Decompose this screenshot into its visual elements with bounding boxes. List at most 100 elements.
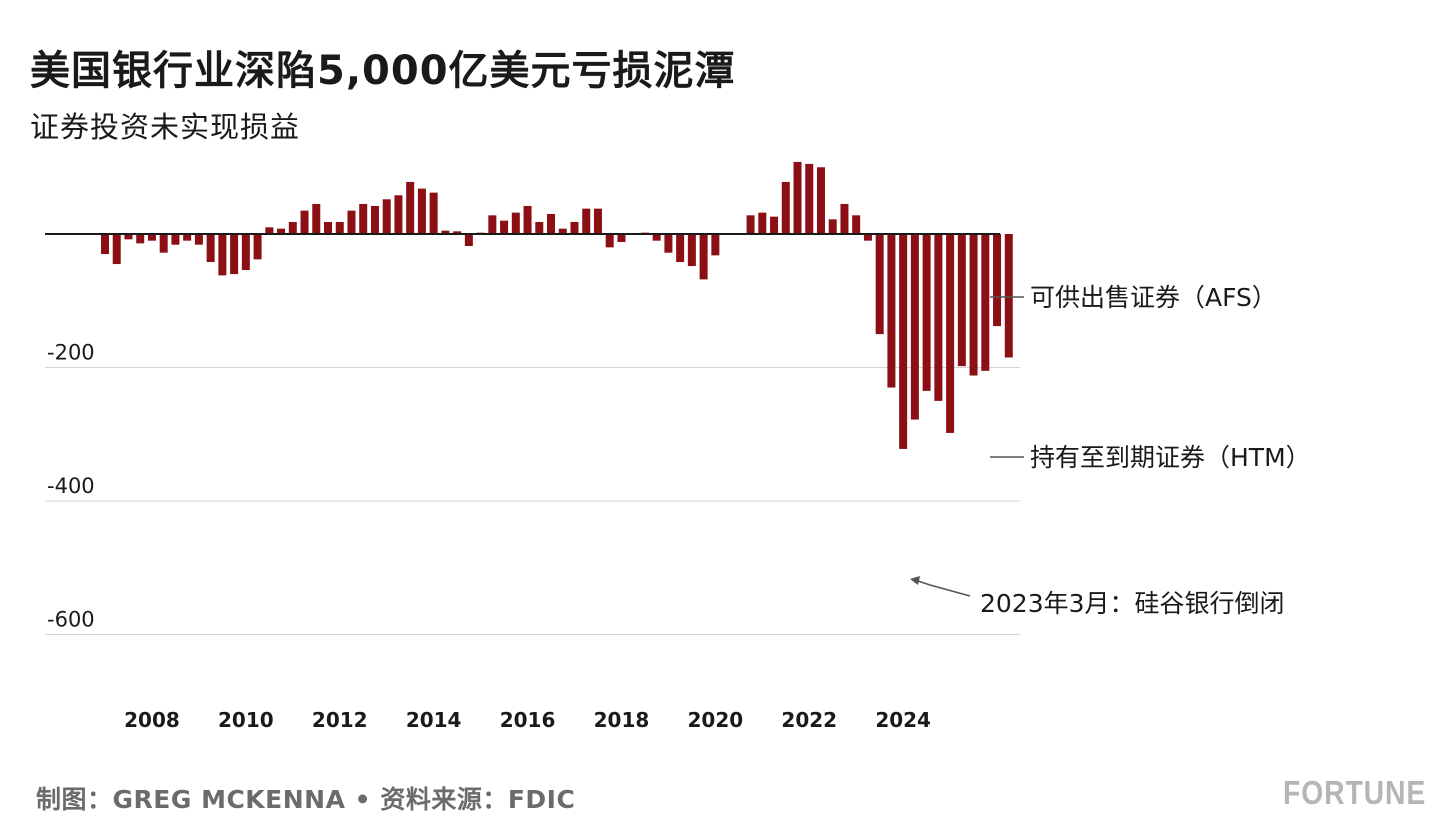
chart-title: 美国银行业深陷5,000亿美元亏损泥潭 xyxy=(30,48,736,94)
x-tick-label: 2022 xyxy=(781,708,837,732)
bar-afs xyxy=(816,167,825,234)
bar xyxy=(159,234,168,253)
x-tick-label: 2016 xyxy=(500,708,556,732)
bar-afs xyxy=(230,234,239,275)
bar-afs xyxy=(617,234,626,243)
bar-afs xyxy=(946,234,955,433)
bar xyxy=(253,234,262,260)
bar-afs xyxy=(206,234,215,263)
bar-afs xyxy=(112,234,121,265)
bar-afs xyxy=(570,221,579,234)
bar-afs xyxy=(664,234,673,253)
bar xyxy=(652,234,661,241)
x-tick-label: 2024 xyxy=(875,708,931,732)
bar-afs xyxy=(863,234,872,241)
bar-afs xyxy=(605,234,614,248)
bar-afs xyxy=(382,199,391,234)
bar xyxy=(617,234,626,243)
bar xyxy=(781,181,790,234)
bar-afs xyxy=(969,234,978,376)
bar-afs xyxy=(277,228,286,234)
bar-afs xyxy=(488,215,497,234)
bar-afs xyxy=(147,234,156,241)
bar-afs xyxy=(370,205,379,234)
bar xyxy=(535,221,544,234)
bar-afs xyxy=(312,203,321,234)
bar xyxy=(441,230,450,234)
x-tick-label: 2008 xyxy=(124,708,180,732)
bar-afs xyxy=(875,234,884,335)
bar xyxy=(699,234,708,280)
bar-afs xyxy=(464,234,473,247)
bar xyxy=(746,215,755,234)
chart-subtitle: 证券投资未实现损益 xyxy=(30,110,301,144)
bar-afs xyxy=(781,181,790,234)
bar xyxy=(570,221,579,234)
bar xyxy=(828,219,837,234)
annotation-bg xyxy=(1022,425,1397,491)
bar xyxy=(547,213,556,234)
bar xyxy=(218,234,227,276)
bar-afs xyxy=(265,227,274,234)
bar xyxy=(687,234,696,267)
bar xyxy=(511,212,520,234)
bar-afs xyxy=(429,192,438,234)
bar-afs xyxy=(934,234,943,401)
bar xyxy=(922,234,931,391)
bar-afs xyxy=(828,219,837,234)
bar-afs xyxy=(793,161,802,234)
bar xyxy=(453,231,462,234)
bar xyxy=(605,234,614,248)
bar xyxy=(171,234,180,245)
y-tick-label: -200 xyxy=(47,341,95,365)
bar xyxy=(147,234,156,241)
bar xyxy=(359,203,368,234)
bar xyxy=(370,205,379,234)
bar xyxy=(417,188,426,234)
bar xyxy=(429,192,438,234)
bar-afs xyxy=(910,234,919,420)
bar xyxy=(840,203,849,234)
bar xyxy=(793,161,802,234)
bar xyxy=(899,234,908,449)
bar-afs xyxy=(582,208,591,234)
bar-afs xyxy=(324,221,333,234)
bar-afs xyxy=(711,234,720,256)
bar xyxy=(500,220,509,234)
bar xyxy=(875,234,884,335)
bar xyxy=(582,208,591,234)
bar xyxy=(312,203,321,234)
bar xyxy=(324,221,333,234)
annotations: 可供出售证券（AFS） 持有至到期证券（HTM） 2023年3月：硅谷银行倒闭 xyxy=(910,268,1397,634)
bar xyxy=(910,234,919,420)
bar-afs xyxy=(500,220,509,234)
bar xyxy=(136,234,145,244)
bar xyxy=(558,228,567,234)
bar-afs xyxy=(335,221,344,234)
bar xyxy=(887,234,896,388)
bar xyxy=(406,181,415,234)
bar-afs xyxy=(253,234,262,260)
bar-afs xyxy=(136,234,145,244)
bar xyxy=(946,234,955,433)
bar-afs xyxy=(840,203,849,234)
bar-afs xyxy=(652,234,661,241)
bar-afs xyxy=(770,216,779,234)
bar-afs xyxy=(746,215,755,234)
bar-afs xyxy=(981,234,990,371)
annotation-afs: 可供出售证券（AFS） xyxy=(1030,283,1277,312)
bar xyxy=(852,215,861,234)
bar-afs xyxy=(394,195,403,234)
bar xyxy=(265,227,274,234)
bar xyxy=(816,167,825,234)
bar xyxy=(676,234,685,263)
annotation-htm: 持有至到期证券（HTM） xyxy=(1030,443,1311,472)
bar xyxy=(124,234,133,240)
bar xyxy=(300,210,309,234)
bar xyxy=(758,212,767,234)
bar-afs xyxy=(359,203,368,234)
bar-afs xyxy=(159,234,168,253)
bar-afs xyxy=(558,228,567,234)
bar-afs xyxy=(676,234,685,263)
